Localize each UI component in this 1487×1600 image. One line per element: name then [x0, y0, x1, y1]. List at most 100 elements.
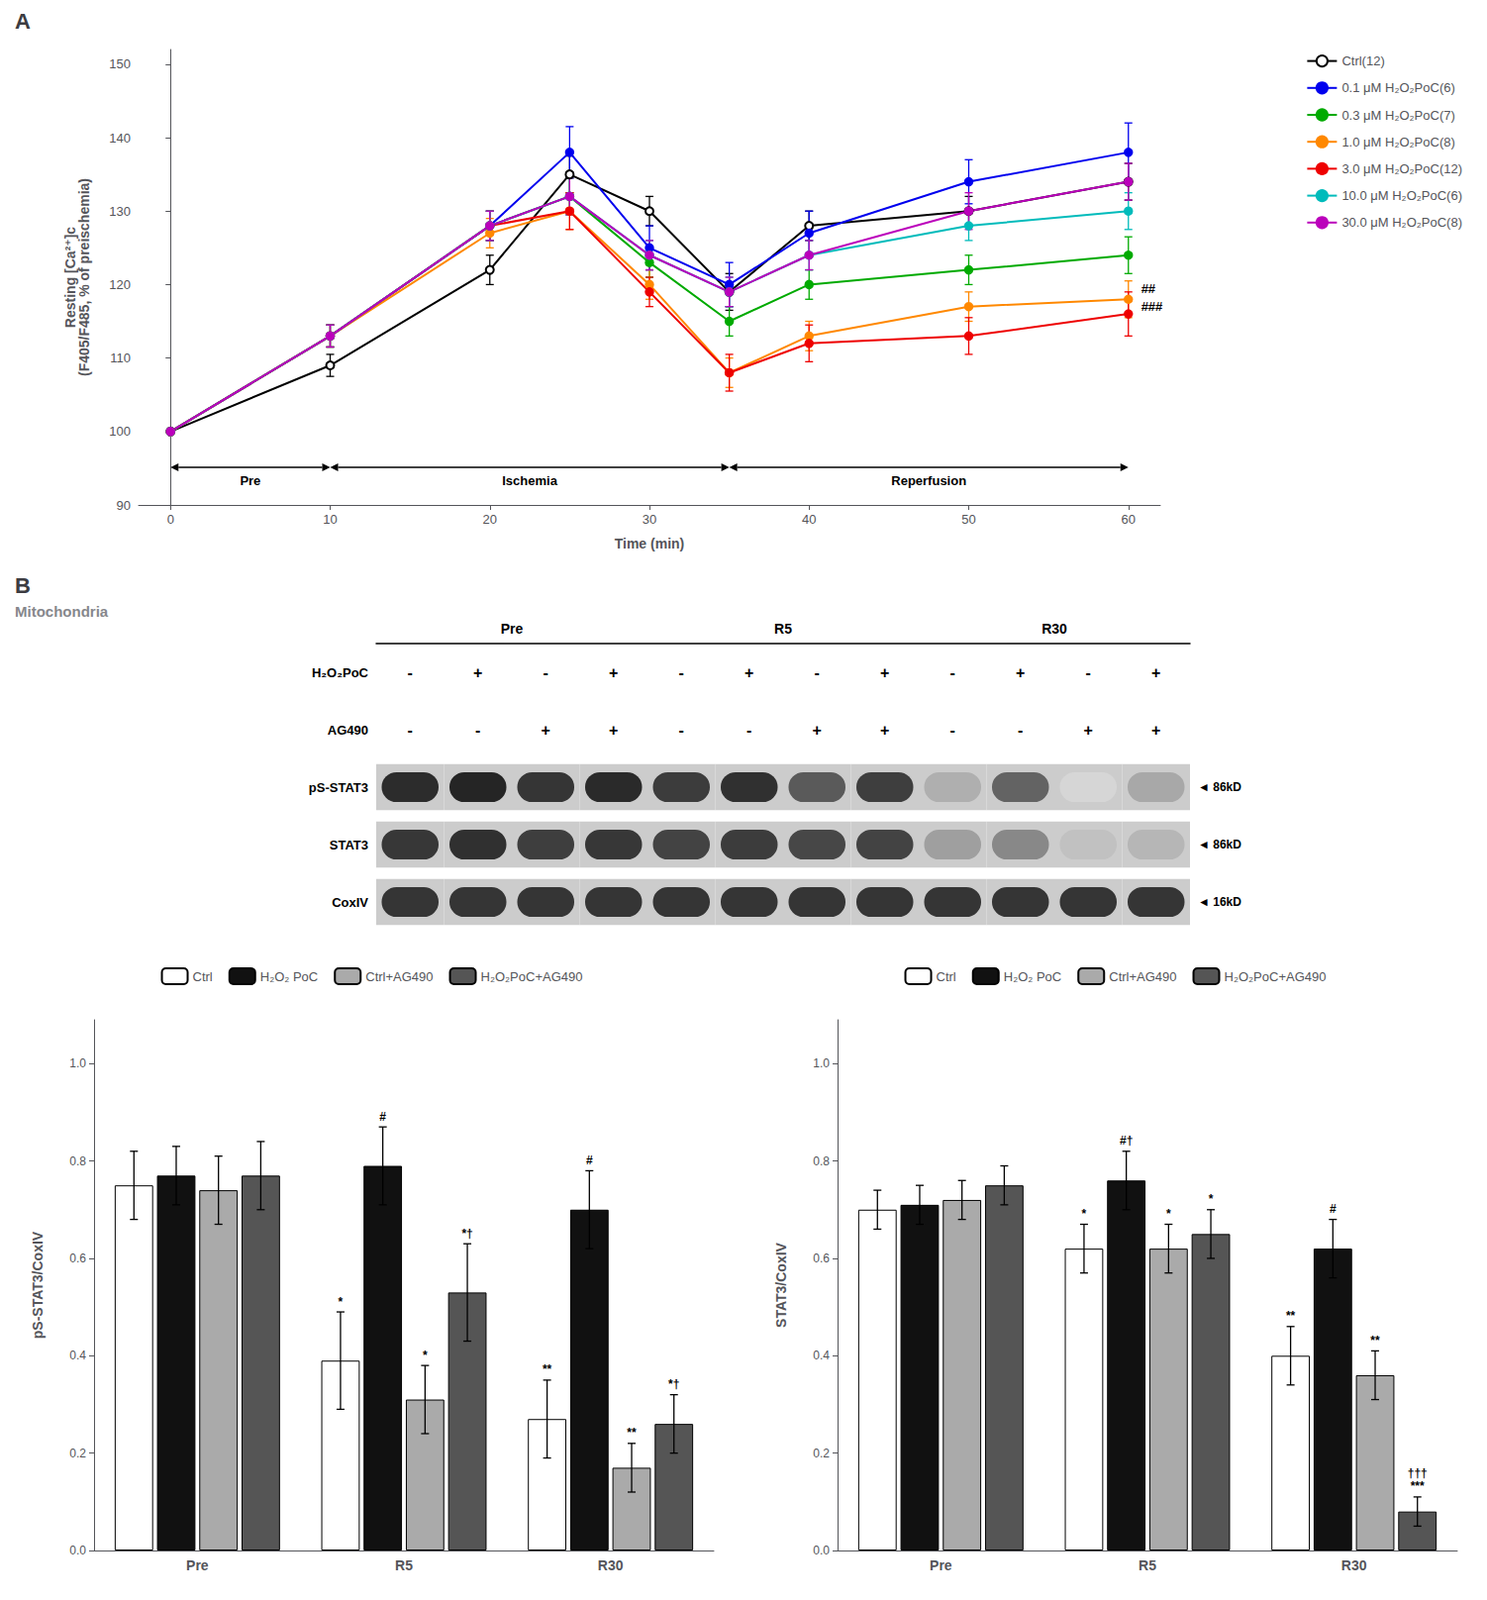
svg-text:**: ** [542, 1362, 553, 1377]
svg-text:Ctrl: Ctrl [936, 969, 957, 985]
svg-text:#: # [1329, 1201, 1337, 1216]
svg-text:0.6: 0.6 [812, 1251, 830, 1266]
svg-text:+: + [541, 721, 551, 739]
svg-text:+: + [473, 664, 483, 682]
svg-text:+: + [608, 664, 618, 682]
svg-text:STAT3/CoxIV: STAT3/CoxIV [773, 1241, 790, 1327]
svg-text:-: - [679, 664, 685, 682]
svg-text:Ctrl+AG490: Ctrl+AG490 [365, 969, 433, 985]
svg-text:30: 30 [642, 511, 657, 527]
svg-text:+: + [1151, 664, 1161, 682]
svg-text:Ctrl(12): Ctrl(12) [1341, 53, 1385, 69]
svg-text:-: - [407, 721, 413, 739]
svg-text:+: + [812, 721, 822, 739]
svg-text:Pre: Pre [239, 473, 261, 489]
svg-text:STAT3: STAT3 [329, 837, 369, 853]
svg-text:Pre: Pre [186, 1557, 209, 1574]
svg-text:-: - [950, 721, 956, 739]
svg-text:10.0 μM H₂O₂PoC(6): 10.0 μM H₂O₂PoC(6) [1341, 188, 1463, 203]
svg-text:◄ 16kD: ◄ 16kD [1197, 894, 1242, 909]
svg-text:120: 120 [108, 277, 131, 293]
svg-text:##: ## [1141, 281, 1157, 297]
svg-text:*†: *† [461, 1226, 473, 1241]
svg-text:-: - [679, 721, 685, 739]
svg-text:*: * [338, 1294, 344, 1309]
svg-text:1.0: 1.0 [812, 1056, 830, 1071]
svg-text:+: + [1151, 721, 1161, 739]
svg-text:H₂O₂PoC+AG490: H₂O₂PoC+AG490 [481, 969, 584, 985]
svg-text:0.0: 0.0 [812, 1543, 830, 1558]
svg-text:A: A [14, 8, 31, 34]
svg-text:Pre: Pre [500, 620, 524, 637]
svg-text:Pre: Pre [929, 1557, 953, 1574]
svg-text:-: - [814, 664, 820, 682]
svg-text:0.6: 0.6 [69, 1251, 87, 1266]
svg-text:H₂O₂ PoC: H₂O₂ PoC [260, 969, 319, 985]
svg-text:R30: R30 [1041, 620, 1068, 637]
svg-text:CoxIV: CoxIV [331, 894, 369, 910]
svg-text:R30: R30 [1341, 1557, 1368, 1574]
svg-text:###: ### [1141, 298, 1164, 314]
svg-text:R5: R5 [1138, 1557, 1157, 1574]
svg-text:-: - [475, 721, 481, 739]
svg-text:**: ** [626, 1425, 637, 1440]
svg-text:20: 20 [483, 511, 497, 527]
svg-text:+: + [608, 721, 618, 739]
svg-text:*: * [422, 1348, 428, 1363]
svg-text:90: 90 [116, 497, 131, 513]
svg-text:10: 10 [322, 511, 337, 527]
svg-text:◄ 86kD: ◄ 86kD [1197, 837, 1242, 852]
svg-text:140: 140 [108, 130, 131, 146]
svg-text:#: # [379, 1109, 387, 1124]
svg-text:H₂O₂PoC+AG490: H₂O₂PoC+AG490 [1224, 969, 1327, 985]
svg-text:60: 60 [1121, 511, 1136, 527]
svg-text:-: - [1017, 721, 1023, 739]
svg-text:130: 130 [108, 203, 131, 219]
svg-text:3.0 μM H₂O₂PoC(12): 3.0 μM H₂O₂PoC(12) [1341, 161, 1463, 177]
svg-text:#: # [586, 1153, 594, 1168]
svg-text:H₂O₂ PoC: H₂O₂ PoC [1003, 969, 1063, 985]
svg-text:***: *** [1410, 1479, 1425, 1493]
svg-text:0.3 μM H₂O₂PoC(7): 0.3 μM H₂O₂PoC(7) [1341, 107, 1455, 123]
svg-text:+: + [1084, 721, 1093, 739]
svg-text:R5: R5 [774, 620, 793, 637]
svg-text:1.0: 1.0 [69, 1056, 87, 1071]
svg-text:*: * [1166, 1206, 1172, 1221]
svg-text:AG490: AG490 [327, 722, 369, 738]
svg-text:0.8: 0.8 [812, 1154, 830, 1169]
svg-text:*: * [1082, 1206, 1088, 1221]
svg-text:30.0 μM H₂O₂PoC(8): 30.0 μM H₂O₂PoC(8) [1341, 214, 1463, 230]
svg-text:Ctrl: Ctrl [193, 969, 213, 985]
svg-text:#†: #† [1119, 1133, 1133, 1148]
svg-text:-: - [746, 721, 752, 739]
svg-text:+: + [1015, 664, 1025, 682]
svg-text:40: 40 [801, 511, 816, 527]
svg-text:-: - [407, 664, 413, 682]
svg-text:0.4: 0.4 [812, 1348, 830, 1363]
svg-text:0: 0 [167, 511, 175, 527]
svg-text:Ctrl+AG490: Ctrl+AG490 [1108, 969, 1177, 985]
svg-text:0.2: 0.2 [69, 1446, 87, 1461]
svg-text:-: - [543, 664, 549, 682]
svg-text:*†: *† [668, 1377, 680, 1391]
svg-text:0.1 μM H₂O₂PoC(6): 0.1 μM H₂O₂PoC(6) [1341, 80, 1455, 96]
svg-text:B: B [14, 573, 31, 598]
svg-text:†††: ††† [1407, 1466, 1428, 1481]
svg-text:**: ** [1286, 1308, 1296, 1323]
svg-text:pS-STAT3/CoxIV: pS-STAT3/CoxIV [29, 1230, 46, 1339]
svg-text:+: + [744, 664, 754, 682]
svg-text:*: * [1208, 1191, 1214, 1206]
svg-text:R30: R30 [597, 1557, 624, 1574]
svg-text:pS-STAT3: pS-STAT3 [308, 780, 369, 795]
svg-text:Ischemia: Ischemia [501, 473, 558, 489]
svg-text:-: - [950, 664, 956, 682]
svg-text:50: 50 [961, 511, 976, 527]
svg-text:◄ 86kD: ◄ 86kD [1197, 780, 1242, 794]
svg-text:Reperfusion: Reperfusion [891, 473, 967, 489]
svg-text:150: 150 [108, 56, 131, 72]
svg-text:0.2: 0.2 [812, 1446, 830, 1461]
svg-text:Time (min): Time (min) [614, 535, 686, 552]
svg-text:Mitochondria: Mitochondria [14, 602, 109, 620]
svg-text:+: + [880, 721, 890, 739]
svg-text:0.0: 0.0 [69, 1543, 87, 1558]
